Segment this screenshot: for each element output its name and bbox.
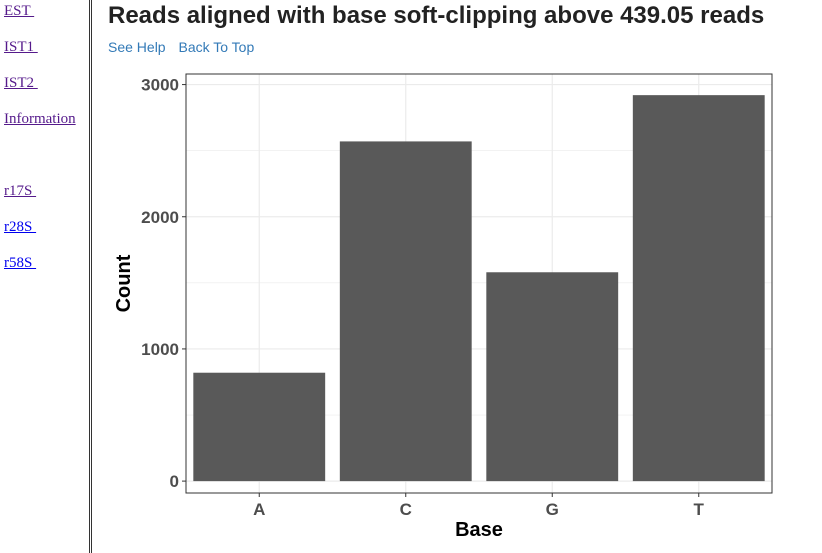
x-tick-label: C <box>400 500 412 519</box>
plot-panel-border <box>185 73 773 494</box>
sidebar-link-information[interactable]: Information <box>4 111 76 127</box>
back-to-top-link[interactable]: Back To Top <box>178 39 255 55</box>
y-tick-label: 3000 <box>141 76 179 95</box>
help-links: See Help Back To Top <box>108 39 263 55</box>
x-tick-label: G <box>546 500 559 519</box>
sidebar-link-ist2[interactable]: IST2 <box>4 75 38 91</box>
bar-a <box>193 372 326 482</box>
see-help-link[interactable]: See Help <box>108 39 166 55</box>
x-axis-title: Base <box>455 519 503 541</box>
sidebar-link-r17s[interactable]: r17S <box>4 183 37 199</box>
y-tick-label: 1000 <box>141 340 179 359</box>
sidebar-link-r58s[interactable]: r58S <box>4 255 37 271</box>
sidebar-link-ist1[interactable]: IST1 <box>4 39 38 55</box>
page-title: Reads aligned with base soft-clipping ab… <box>108 2 765 29</box>
bar-c <box>339 141 472 482</box>
chart-bars <box>193 95 765 482</box>
sidebar-link-r28s[interactable]: r28S <box>4 219 37 235</box>
y-axis-title: Count <box>113 254 135 312</box>
x-tick-label: A <box>253 500 265 519</box>
x-tick-label: T <box>694 500 705 519</box>
bar-t <box>632 95 765 482</box>
sidebar-link-est[interactable]: EST <box>4 3 35 19</box>
sidebar-nav: EST IST1 IST2 Information r17S r28S r58S <box>0 0 92 553</box>
y-tick-label: 2000 <box>141 208 179 227</box>
chart-axes: 0 1000 2000 3000 A C G T <box>141 76 704 519</box>
bar-g <box>486 272 619 482</box>
y-tick-label: 0 <box>170 472 179 491</box>
